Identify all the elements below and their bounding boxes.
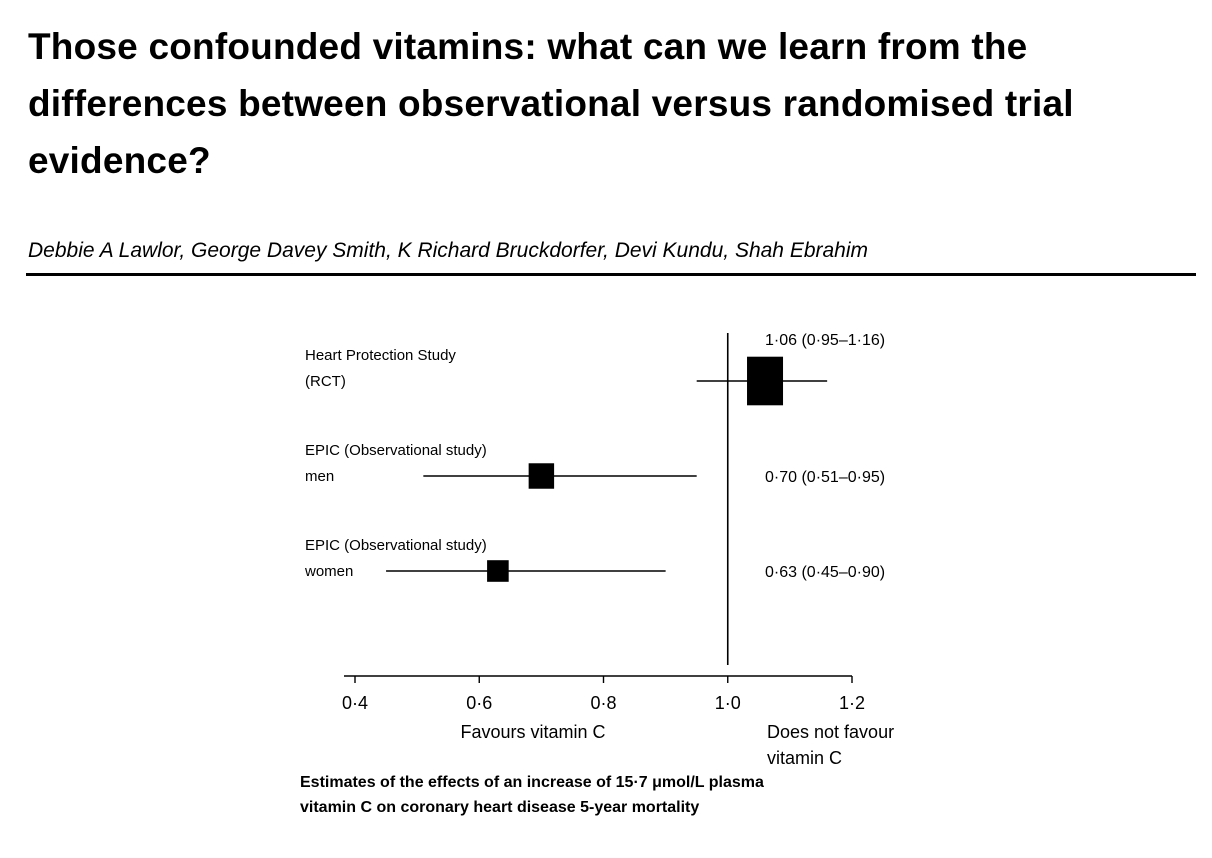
x-tick-label: 0·8 <box>590 693 616 713</box>
study-label-line-2: men <box>305 468 334 485</box>
figure-caption-line-2: vitamin C on coronary heart disease 5-ye… <box>300 799 700 816</box>
study-label: EPIC (Observational study) <box>305 537 487 554</box>
point-estimate-box <box>487 560 509 582</box>
article-title: Those confounded vitamins: what can we l… <box>28 26 1074 181</box>
title-rule <box>26 273 1196 276</box>
value-label: 0·63 (0·45–0·90) <box>765 564 885 581</box>
point-estimate-box <box>747 356 784 406</box>
x-label-does-not-favour-line-2: vitamin C <box>767 748 842 768</box>
study-label: Heart Protection Study <box>305 347 456 364</box>
study-label-line-2: women <box>304 563 353 580</box>
x-label-does-not-favour: Does not favour <box>767 722 894 742</box>
point-estimate-box <box>528 463 555 489</box>
article-authors: Debbie A Lawlor, George Davey Smith, K R… <box>28 239 869 262</box>
figure-caption: Estimates of the effects of an increase … <box>300 770 960 820</box>
x-tick-label: 1·2 <box>839 693 865 713</box>
x-tick-label: 0·4 <box>342 693 368 713</box>
study-label-line-2: (RCT) <box>305 373 346 390</box>
figure-caption-line-1: Estimates of the effects of an increase … <box>300 774 764 791</box>
value-label: 1·06 (0·95–1·16) <box>765 332 885 349</box>
study-label: EPIC (Observational study) <box>305 442 487 459</box>
x-tick-label: 1·0 <box>715 693 741 713</box>
x-label-favours: Favours vitamin C <box>460 722 605 742</box>
x-tick-label: 0·6 <box>466 693 492 713</box>
value-label: 0·70 (0·51–0·95) <box>765 469 885 486</box>
